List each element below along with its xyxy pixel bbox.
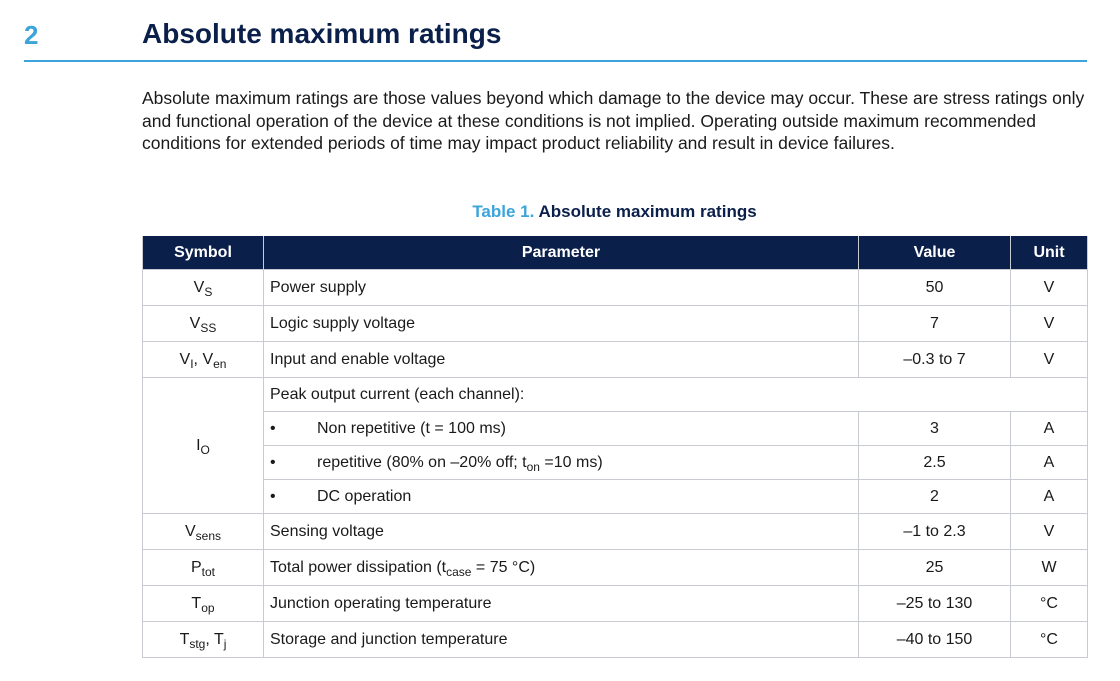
table-header-row: Symbol Parameter Value Unit (142, 236, 1088, 270)
unit-cell: V (1010, 513, 1088, 550)
value-cell: –1 to 2.3 (858, 513, 1011, 550)
value-cell: 2.5 (858, 445, 1011, 480)
table-row: Top Junction operating temperature –25 t… (142, 585, 1088, 622)
value-cell: 2 (858, 479, 1011, 514)
parameter-cell: Logic supply voltage (263, 305, 859, 342)
unit-cell: A (1010, 411, 1088, 446)
symbol-cell: VS (142, 269, 264, 306)
parameter-cell: • Non repetitive (t = 100 ms) (263, 411, 859, 446)
table-row: Vsens Sensing voltage –1 to 2.3 V (142, 513, 1088, 550)
section-title: Absolute maximum ratings (142, 18, 502, 49)
symbol-cell: Tstg, Tj (142, 621, 264, 658)
symbol-cell: Ptot (142, 549, 264, 586)
symbol-cell: VSS (142, 305, 264, 342)
table-row: • repetitive (80% on –20% off; ton =10 ms… (143, 445, 1088, 480)
bullet: • (270, 453, 276, 471)
value-cell: 7 (858, 305, 1011, 342)
unit-cell: V (1010, 341, 1088, 378)
unit-cell: °C (1010, 621, 1088, 658)
table-row: • DC operation 2 A (143, 479, 1088, 514)
header-parameter: Parameter (263, 236, 859, 270)
table-row: Tstg, Tj Storage and junction temperatur… (142, 621, 1088, 658)
table-caption: Table 1. Absolute maximum ratings (142, 202, 1087, 222)
unit-cell: V (1010, 305, 1088, 342)
parameter-cell: • repetitive (80% on –20% off; ton =10 ms… (263, 445, 859, 480)
unit-cell: A (1010, 479, 1088, 514)
value-cell: –40 to 150 (858, 621, 1011, 658)
unit-cell: W (1010, 549, 1088, 586)
parameter-cell: Input and enable voltage (263, 341, 859, 378)
symbol-cell: VI, Ven (142, 341, 264, 378)
intro-paragraph: Absolute maximum ratings are those value… (142, 88, 1085, 153)
table-row: VI, Ven Input and enable voltage –0.3 to… (142, 341, 1088, 378)
symbol-cell: Top (142, 585, 264, 622)
table-caption-title: Absolute maximum ratings (538, 202, 757, 221)
parameter-cell: Sensing voltage (263, 513, 859, 550)
unit-cell: A (1010, 445, 1088, 480)
table-row: VS Power supply 50 V (142, 269, 1088, 306)
parameter-cell: • DC operation (263, 479, 859, 514)
symbol-cell: Vsens (142, 513, 264, 550)
value-cell: 25 (858, 549, 1011, 586)
symbol-cell: IO (142, 377, 264, 514)
header-unit: Unit (1010, 236, 1088, 270)
value-cell: 50 (858, 269, 1011, 306)
header-symbol: Symbol (142, 236, 264, 270)
header-value: Value (858, 236, 1011, 270)
section-number: 2 (24, 20, 39, 50)
parameter-cell: Total power dissipation (tcase = 75 °C) (263, 549, 859, 586)
bullet: • (270, 487, 276, 505)
parameter-cell: Power supply (263, 269, 859, 306)
table-row: VSS Logic supply voltage 7 V (142, 305, 1088, 342)
table-row: • Non repetitive (t = 100 ms) 3 A (143, 411, 1088, 446)
section-divider (24, 60, 1087, 62)
parameter-cell: Peak output current (each channel): (263, 377, 1088, 412)
value-cell: 3 (858, 411, 1011, 446)
unit-cell: °C (1010, 585, 1088, 622)
parameter-cell: Storage and junction temperature (263, 621, 859, 658)
table-row: Ptot Total power dissipation (tcase = 75… (142, 549, 1088, 586)
parameter-cell: Junction operating temperature (263, 585, 859, 622)
unit-cell: V (1010, 269, 1088, 306)
ratings-table: Symbol Parameter Value Unit VS Power sup… (142, 236, 1088, 658)
value-cell: –25 to 130 (858, 585, 1011, 622)
table-row: IO Peak output current (each channel): (142, 377, 1088, 514)
bullet: • (270, 419, 276, 437)
table-caption-label: Table 1. (472, 202, 535, 221)
value-cell: –0.3 to 7 (858, 341, 1011, 378)
